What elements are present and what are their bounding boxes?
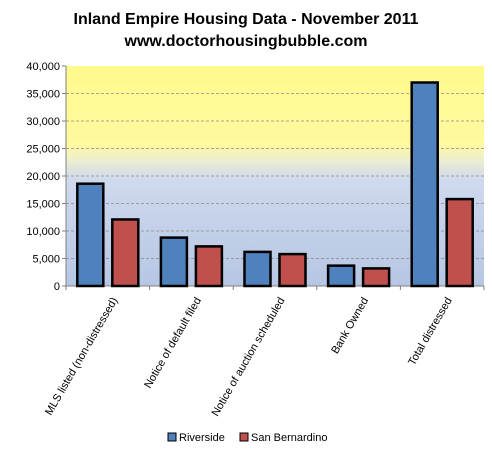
- y-tick-label: 20,000: [26, 171, 60, 183]
- y-tick-label: 0: [54, 281, 60, 293]
- bar-san-bernardino: [111, 218, 140, 288]
- chart-title: Inland Empire Housing Data - November 20…: [74, 11, 419, 28]
- y-tick-label: 10,000: [26, 226, 60, 238]
- category-label: Notice of auction scheduled: [210, 296, 288, 419]
- y-tick-label: 15,000: [26, 199, 60, 211]
- y-tick-label: 40,000: [26, 61, 60, 73]
- y-tick-label: 30,000: [26, 116, 60, 128]
- x-axis-categories: MLS listed (non-distressed) Notice of def…: [43, 296, 455, 419]
- legend-swatch: [239, 432, 249, 442]
- chart-subtitle: www.doctorhousingbubble.com: [124, 33, 368, 50]
- bar-riverside: [410, 81, 439, 288]
- y-axis-ticks: 0 5,000 10,000 15,000 20,000 25,000 30,000 35,0…: [26, 61, 66, 293]
- bar-san-bernardino: [361, 267, 391, 288]
- legend: Riverside San Bernardino: [167, 432, 327, 444]
- legend-label: San Bernardino: [251, 432, 327, 444]
- bar-riverside: [159, 236, 189, 288]
- bars: [76, 81, 474, 288]
- bar-san-bernardino: [445, 197, 474, 288]
- legend-label: Riverside: [179, 432, 225, 444]
- y-tick-label: 35,000: [26, 89, 60, 101]
- bar-san-bernardino: [194, 245, 224, 288]
- category-label: Notice of default filed: [142, 296, 204, 391]
- bar-riverside: [326, 264, 356, 288]
- category-label: Bank Owned: [329, 296, 371, 357]
- bar-riverside: [76, 182, 105, 288]
- legend-swatch: [167, 432, 177, 442]
- category-label: MLS listed (non-distressed): [43, 296, 120, 418]
- y-tick-label: 25,000: [26, 144, 60, 156]
- category-label: Total distressed: [406, 296, 455, 368]
- y-tick-label: 5,000: [32, 254, 60, 266]
- bar-san-bernardino: [278, 252, 307, 288]
- bar-riverside: [243, 250, 272, 288]
